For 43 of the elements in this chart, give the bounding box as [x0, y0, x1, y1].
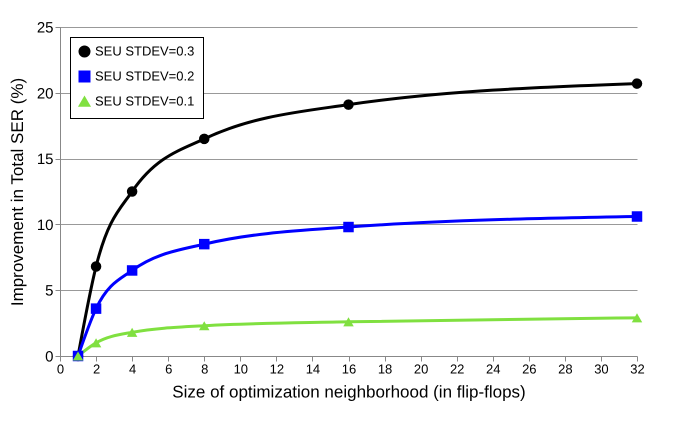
- point: [90, 261, 102, 272]
- y-tick-label: 15: [36, 151, 54, 168]
- legend-label: SEU STDEV=0.3: [95, 44, 194, 58]
- y-tick-label: 5: [45, 282, 54, 300]
- x-tick-label: 6: [165, 362, 172, 376]
- point: [199, 134, 210, 144]
- x-tick-label: 30: [594, 362, 609, 376]
- point: [343, 317, 354, 326]
- point: [90, 338, 102, 348]
- x-tick-label: 26: [522, 362, 537, 376]
- x-tick-label: 10: [234, 362, 248, 376]
- point: [126, 328, 138, 337]
- x-tick-label: 20: [414, 362, 428, 376]
- x-tick-label: 14: [306, 362, 320, 376]
- point: [632, 313, 642, 322]
- x-tick-label: 32: [630, 362, 645, 376]
- x-tick-label: 4: [129, 362, 136, 376]
- point: [90, 303, 102, 314]
- y-tick-label: 10: [36, 216, 54, 234]
- point: [126, 265, 138, 276]
- x-tick-label: 24: [486, 362, 500, 376]
- x-tick-label: 18: [378, 362, 392, 376]
- x-tick-label: 12: [270, 362, 284, 376]
- point: [343, 99, 354, 110]
- x-tick-label: 8: [201, 362, 208, 376]
- x-axis-title: Size of optimization neighborhood (in flip-flops): [172, 382, 526, 402]
- point: [126, 186, 138, 197]
- y-tick-label: 0: [45, 348, 54, 366]
- x-tick-label: 2: [92, 362, 100, 376]
- point: [199, 238, 210, 250]
- legend-label: SEU STDEV=0.1: [95, 94, 194, 108]
- point: [199, 321, 210, 330]
- y-axis-title: Improvement in Total SER (%): [8, 78, 27, 306]
- point: [632, 78, 642, 89]
- x-tick-label: 28: [558, 362, 573, 376]
- y-tick-label: 20: [36, 85, 54, 102]
- x-tick-label: 16: [342, 362, 356, 376]
- point: [343, 222, 354, 232]
- point: [632, 211, 642, 222]
- x-tick-label: 22: [450, 362, 464, 376]
- legend-label: SEU STDEV=0.2: [95, 68, 194, 84]
- y-tick-label: 25: [36, 20, 54, 36]
- x-tick-label: 0: [56, 362, 64, 376]
